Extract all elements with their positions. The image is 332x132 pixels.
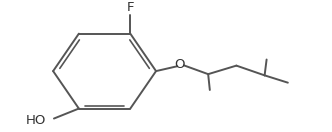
Text: HO: HO [25, 114, 46, 127]
Text: F: F [126, 1, 134, 14]
Text: O: O [175, 58, 185, 71]
